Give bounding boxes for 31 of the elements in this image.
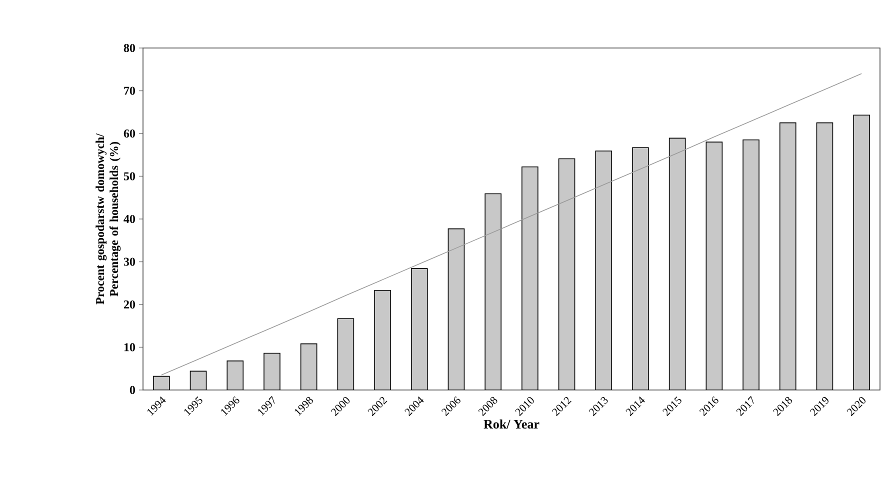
y-tick-label: 10 <box>124 343 136 352</box>
bar <box>190 370 207 390</box>
bar <box>816 122 834 390</box>
bar <box>595 150 612 390</box>
bar <box>410 268 428 390</box>
y-tick-label: 80 <box>124 44 136 52</box>
y-axis-title: Procent gospodarstw domowych/ Percentage of households (%) <box>96 133 121 304</box>
bar <box>668 138 686 390</box>
y-tick-label: 40 <box>124 214 136 224</box>
y-tick-label: 20 <box>124 300 136 309</box>
bar <box>779 122 796 390</box>
bar <box>448 228 465 390</box>
y-tick-label: 50 <box>124 172 136 180</box>
y-tick-label: 0 <box>130 386 136 394</box>
bar <box>632 147 649 390</box>
y-tick-label: 30 <box>124 258 136 266</box>
bar <box>264 352 280 390</box>
bar <box>558 158 576 390</box>
y-tick-label: 60 <box>124 129 136 138</box>
y-tick-label: 70 <box>124 86 136 95</box>
bar <box>226 360 244 390</box>
bar <box>853 114 870 390</box>
x-axis-title: Rok/ Year <box>484 419 540 429</box>
bar <box>374 290 391 390</box>
bar <box>706 142 723 390</box>
bar <box>153 376 170 390</box>
bar <box>337 318 354 390</box>
bar <box>484 193 502 390</box>
bar <box>522 166 538 390</box>
bar <box>742 140 760 390</box>
bar <box>300 343 318 390</box>
